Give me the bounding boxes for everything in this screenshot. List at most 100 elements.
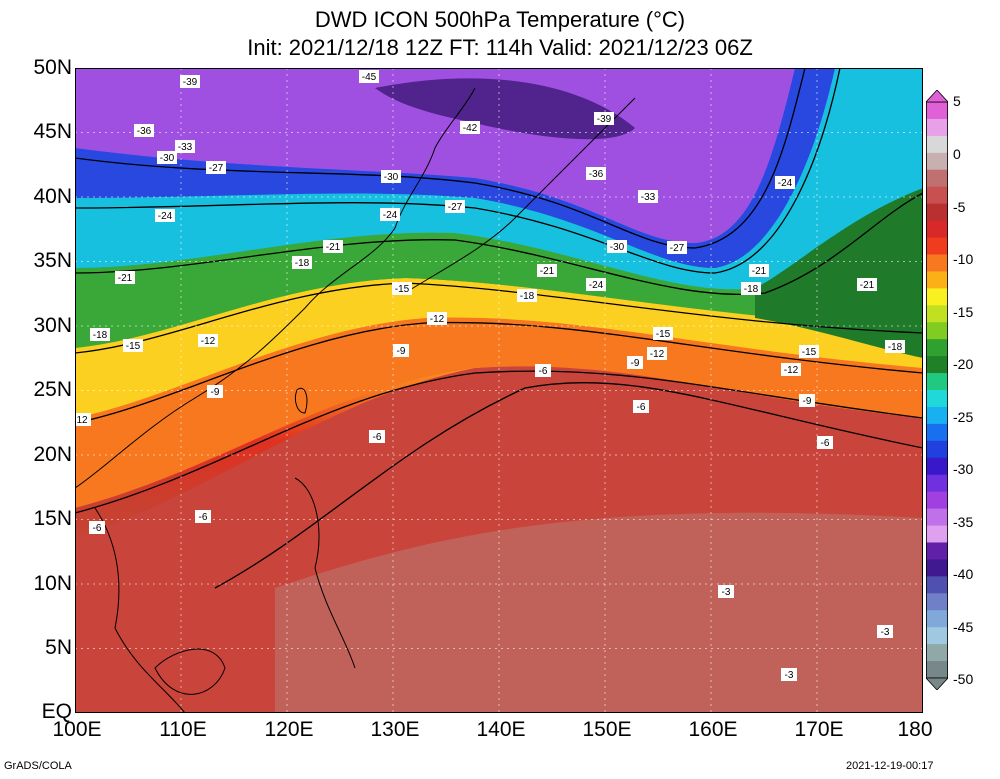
lon-label: 120E <box>264 718 314 741</box>
colorbar-label: -35 <box>953 514 974 530</box>
contour-label: -6 <box>817 436 833 449</box>
svg-text:-27: -27 <box>209 163 224 174</box>
contour-label: -3 <box>718 585 734 598</box>
lon-label: 170E <box>794 718 844 741</box>
blue-band <box>75 68 835 268</box>
colorbar-segment <box>926 102 948 120</box>
contour-label: -6 <box>369 430 385 443</box>
contour-label: -12 <box>647 347 667 360</box>
contour-label: -9 <box>393 344 409 357</box>
colorbar-label: 5 <box>953 93 961 109</box>
purple-band <box>75 68 795 243</box>
svg-text:12: 12 <box>76 415 88 426</box>
svg-text:-18: -18 <box>888 342 903 353</box>
contour-label: -12 <box>198 334 218 347</box>
svg-text:-24: -24 <box>778 178 793 189</box>
svg-text:-21: -21 <box>326 242 341 253</box>
contour-label: -33 <box>638 190 658 203</box>
svg-text:-9: -9 <box>631 358 640 369</box>
colorbar-segment <box>926 288 948 306</box>
contour-label: -6 <box>89 521 105 534</box>
svg-text:-18: -18 <box>93 330 108 341</box>
contour-line <box>75 68 841 274</box>
lat-label: 25N <box>33 378 72 401</box>
colorbar-segment <box>926 661 948 679</box>
contour-label: -24 <box>155 209 175 222</box>
svg-text:-30: -30 <box>610 242 625 253</box>
svg-text:-30: -30 <box>384 172 399 183</box>
svg-text:-6: -6 <box>93 523 102 534</box>
svg-text:-33: -33 <box>641 192 656 203</box>
colorbar-segments <box>926 101 948 679</box>
svg-text:-45: -45 <box>362 72 377 83</box>
colorbar-segment <box>926 339 948 357</box>
svg-text:-18: -18 <box>295 258 310 269</box>
map-subtitle: Init: 2021/12/18 12Z FT: 114h Valid: 202… <box>247 35 753 60</box>
colorbar-segment <box>926 525 948 543</box>
contour-label: -6 <box>633 400 649 413</box>
lon-label: 180 <box>897 718 933 741</box>
contour-label: -27 <box>445 200 465 213</box>
contour-label: -6 <box>535 364 551 377</box>
svg-text:-15: -15 <box>395 284 410 295</box>
svg-text:-21: -21 <box>118 273 133 284</box>
darkgreen-band <box>755 188 923 358</box>
lat-label: 10N <box>33 572 72 595</box>
orange-band <box>75 317 923 508</box>
contour-line <box>75 282 923 354</box>
colorbar-segment <box>926 152 948 171</box>
colorbar-segment <box>926 186 948 205</box>
contour-label: -30 <box>607 240 627 253</box>
asia-coast <box>75 87 476 489</box>
svg-text:-3: -3 <box>722 587 731 598</box>
colorbar-label: -5 <box>953 199 966 215</box>
contour-label: -21 <box>537 264 557 277</box>
colorbar-segment <box>926 203 948 222</box>
contour-label: -21 <box>749 264 769 277</box>
contour-label: -12 <box>427 312 447 325</box>
contour-label: -18 <box>517 289 537 302</box>
colorbar-segment <box>926 237 948 255</box>
svg-text:-6: -6 <box>821 438 830 449</box>
svg-text:-3: -3 <box>785 670 794 681</box>
contour-line <box>75 370 923 514</box>
svg-text:-24: -24 <box>158 211 173 222</box>
contour-line <box>214 382 923 589</box>
svg-text:-15: -15 <box>656 329 671 340</box>
colorbar-segment <box>926 559 948 577</box>
contour-label: -6 <box>195 510 211 523</box>
lon-label: 160E <box>688 718 738 741</box>
svg-text:-39: -39 <box>597 114 612 125</box>
svg-text:-39: -39 <box>183 77 198 88</box>
colorbar-bottom-arrow <box>926 677 948 690</box>
colorbar-segment <box>926 322 948 340</box>
svg-text:-21: -21 <box>540 266 555 277</box>
svg-text:-27: -27 <box>448 202 463 213</box>
contour-label: -9 <box>207 385 223 398</box>
svg-text:-9: -9 <box>803 396 812 407</box>
contour-label: -18 <box>292 256 312 269</box>
colorbar-segment <box>926 220 948 239</box>
svg-text:-12: -12 <box>784 365 799 376</box>
svg-text:-3: -3 <box>881 627 890 638</box>
svg-text:-21: -21 <box>860 280 875 291</box>
indochina-coast <box>94 507 186 713</box>
contour-label: -30 <box>157 151 177 164</box>
svg-text:-6: -6 <box>539 366 548 377</box>
colorbar-segment <box>926 135 948 154</box>
colorbar-top-arrow <box>926 90 948 103</box>
cold-core <box>375 78 635 140</box>
colorbar-label: -20 <box>953 356 974 372</box>
contour-label: -21 <box>857 278 877 291</box>
colorbar-label: 0 <box>953 146 961 162</box>
colorbar-segment <box>926 593 948 611</box>
colorbar-segment <box>926 474 948 493</box>
lat-label: 5N <box>45 636 72 659</box>
contour-label: -9 <box>799 394 815 407</box>
colorbar-label: -15 <box>953 304 974 320</box>
colorbar-label: -45 <box>953 619 974 635</box>
contour-label: -24 <box>586 278 606 291</box>
yellow-band <box>75 278 923 418</box>
lat-label: EQ <box>41 700 72 723</box>
footer-timestamp: 2021-12-19-00:17 <box>846 760 934 772</box>
